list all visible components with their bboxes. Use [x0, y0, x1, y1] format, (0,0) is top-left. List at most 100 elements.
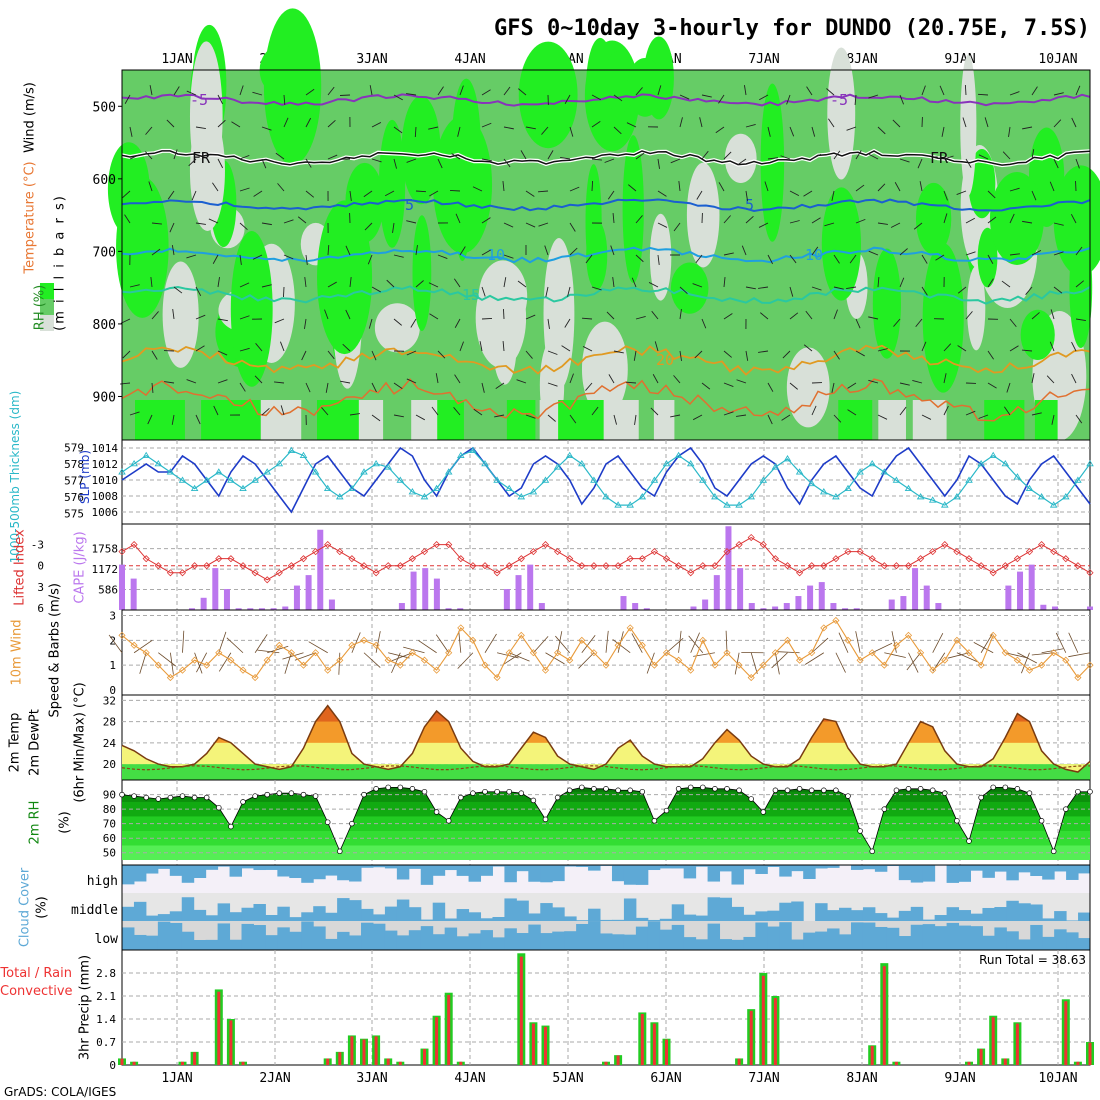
upper-wind-barb [503, 308, 505, 320]
upper-wind-barb [1051, 414, 1055, 425]
thickness-point [928, 496, 937, 503]
upper-wind-barb [613, 94, 623, 102]
upper-wind-barb [213, 405, 219, 416]
upper-wind-barb [453, 407, 461, 416]
cloud-low-bar [313, 926, 326, 950]
rh2m-point [833, 787, 839, 794]
lifted-index-point [989, 569, 997, 577]
upper-wind-barb [304, 318, 307, 329]
upper-wind-barb [670, 158, 681, 164]
cloud-middle-bar [946, 907, 960, 921]
lifted-index-point [723, 548, 731, 556]
rh2m-tick: 70 [103, 818, 116, 831]
cloud-high-bar [384, 865, 398, 869]
lifted-index-point [1025, 548, 1034, 556]
upper-wind-barb [626, 122, 637, 128]
lifted-index-point [650, 548, 658, 556]
cloud-middle-bar [217, 903, 231, 921]
footer-credit: GrADS: COLA/IGES [4, 1085, 116, 1099]
wind10-barb [218, 652, 232, 672]
lifted-index-point [493, 569, 501, 577]
rh2m-point [784, 787, 791, 794]
upper-wind-barb [634, 414, 637, 425]
precip-convective-bar [882, 966, 886, 1065]
upper-wind-barb [811, 246, 819, 256]
upper-wind-barb [503, 158, 511, 168]
upper-wind-barb [472, 186, 483, 192]
wind10-speed-point [941, 656, 949, 664]
wind10-barb [906, 652, 921, 671]
cloud-middle-bar [301, 912, 314, 921]
upper-wind-barb [371, 382, 377, 393]
lifted-index-point [324, 541, 332, 549]
cape-bar [900, 596, 907, 610]
cloud-high-bar [922, 865, 936, 882]
upper-wind-barb [701, 318, 707, 329]
upper-wind-barb [767, 414, 773, 425]
cloud-middle-bar [1066, 920, 1079, 921]
upper-wind-barb [481, 217, 491, 224]
rh2m-point [385, 784, 391, 791]
upper-wind-barb [759, 312, 769, 320]
cape-bar [783, 603, 790, 610]
cloud-low-bar [396, 935, 410, 950]
cloud-low-bar [850, 922, 864, 950]
cloud-low-bar [122, 927, 135, 950]
upper-wind-barb [283, 286, 285, 298]
rh2m-point [240, 799, 246, 805]
rh2m-point [276, 790, 283, 796]
rh2m-point [143, 794, 149, 801]
rh2m-point [736, 787, 742, 794]
lifted-index-point [178, 569, 187, 577]
rh2m-point [929, 787, 936, 794]
thickness-point [529, 488, 538, 495]
top-day-label: 1JAN [161, 52, 192, 67]
cloud-middle-bar [755, 911, 768, 921]
cloud-middle-bar [265, 914, 278, 921]
upper-wind-barb [217, 277, 220, 288]
wind10-speed-point [820, 624, 828, 632]
rh2m-point [530, 797, 537, 804]
wind10-barb [932, 633, 944, 653]
wind10-barb [605, 630, 609, 653]
rh-dry-blob [724, 133, 757, 184]
rh2m-point [518, 790, 525, 796]
cloud-middle-bar [456, 909, 470, 921]
lifted-index-point [844, 548, 852, 556]
wind10-speed-point [420, 656, 429, 664]
lifted-index-point [457, 555, 465, 563]
upper-wind-barb [129, 411, 140, 416]
cloud-high-bar [958, 865, 971, 882]
upper-wind-barb [657, 190, 667, 197]
upper-wind-barb [567, 286, 571, 297]
wind10-speed-point [457, 624, 465, 632]
cloud-high-bar [313, 865, 326, 880]
cape-bar [422, 568, 429, 610]
rh2m-point [917, 786, 924, 792]
rh2m-point [300, 791, 307, 798]
upper-wind-barb [764, 181, 769, 192]
upper-wind-barb [608, 374, 615, 384]
upper-wind-barb [171, 245, 175, 256]
wind10-barb [1021, 652, 1030, 674]
upper-wind-barb [151, 311, 159, 320]
upper-wind-barb [868, 250, 879, 256]
wind10-barb [257, 649, 280, 654]
cape-bar [725, 526, 732, 610]
rh-moist-blob [670, 262, 709, 314]
upper-wind-barb [481, 158, 492, 162]
precip-convective-bar [979, 1049, 983, 1065]
upper-wind-barb [517, 280, 527, 288]
cloud-low-bar [635, 926, 649, 950]
cape-bar [293, 585, 300, 610]
precip-convective-bar [120, 1058, 124, 1065]
cloud-low-bar [408, 930, 422, 950]
rh-lowlevel-blob [225, 400, 261, 440]
upper-wind-barb [457, 126, 461, 137]
wind10-speed-point [372, 641, 380, 649]
cloud-middle-bar [552, 907, 565, 921]
rh2m-ylabel: 2m RH [27, 800, 43, 845]
cloud-low-bar [683, 937, 697, 950]
upper-wind-barb [261, 407, 270, 416]
wind10-speed-point [808, 649, 816, 657]
